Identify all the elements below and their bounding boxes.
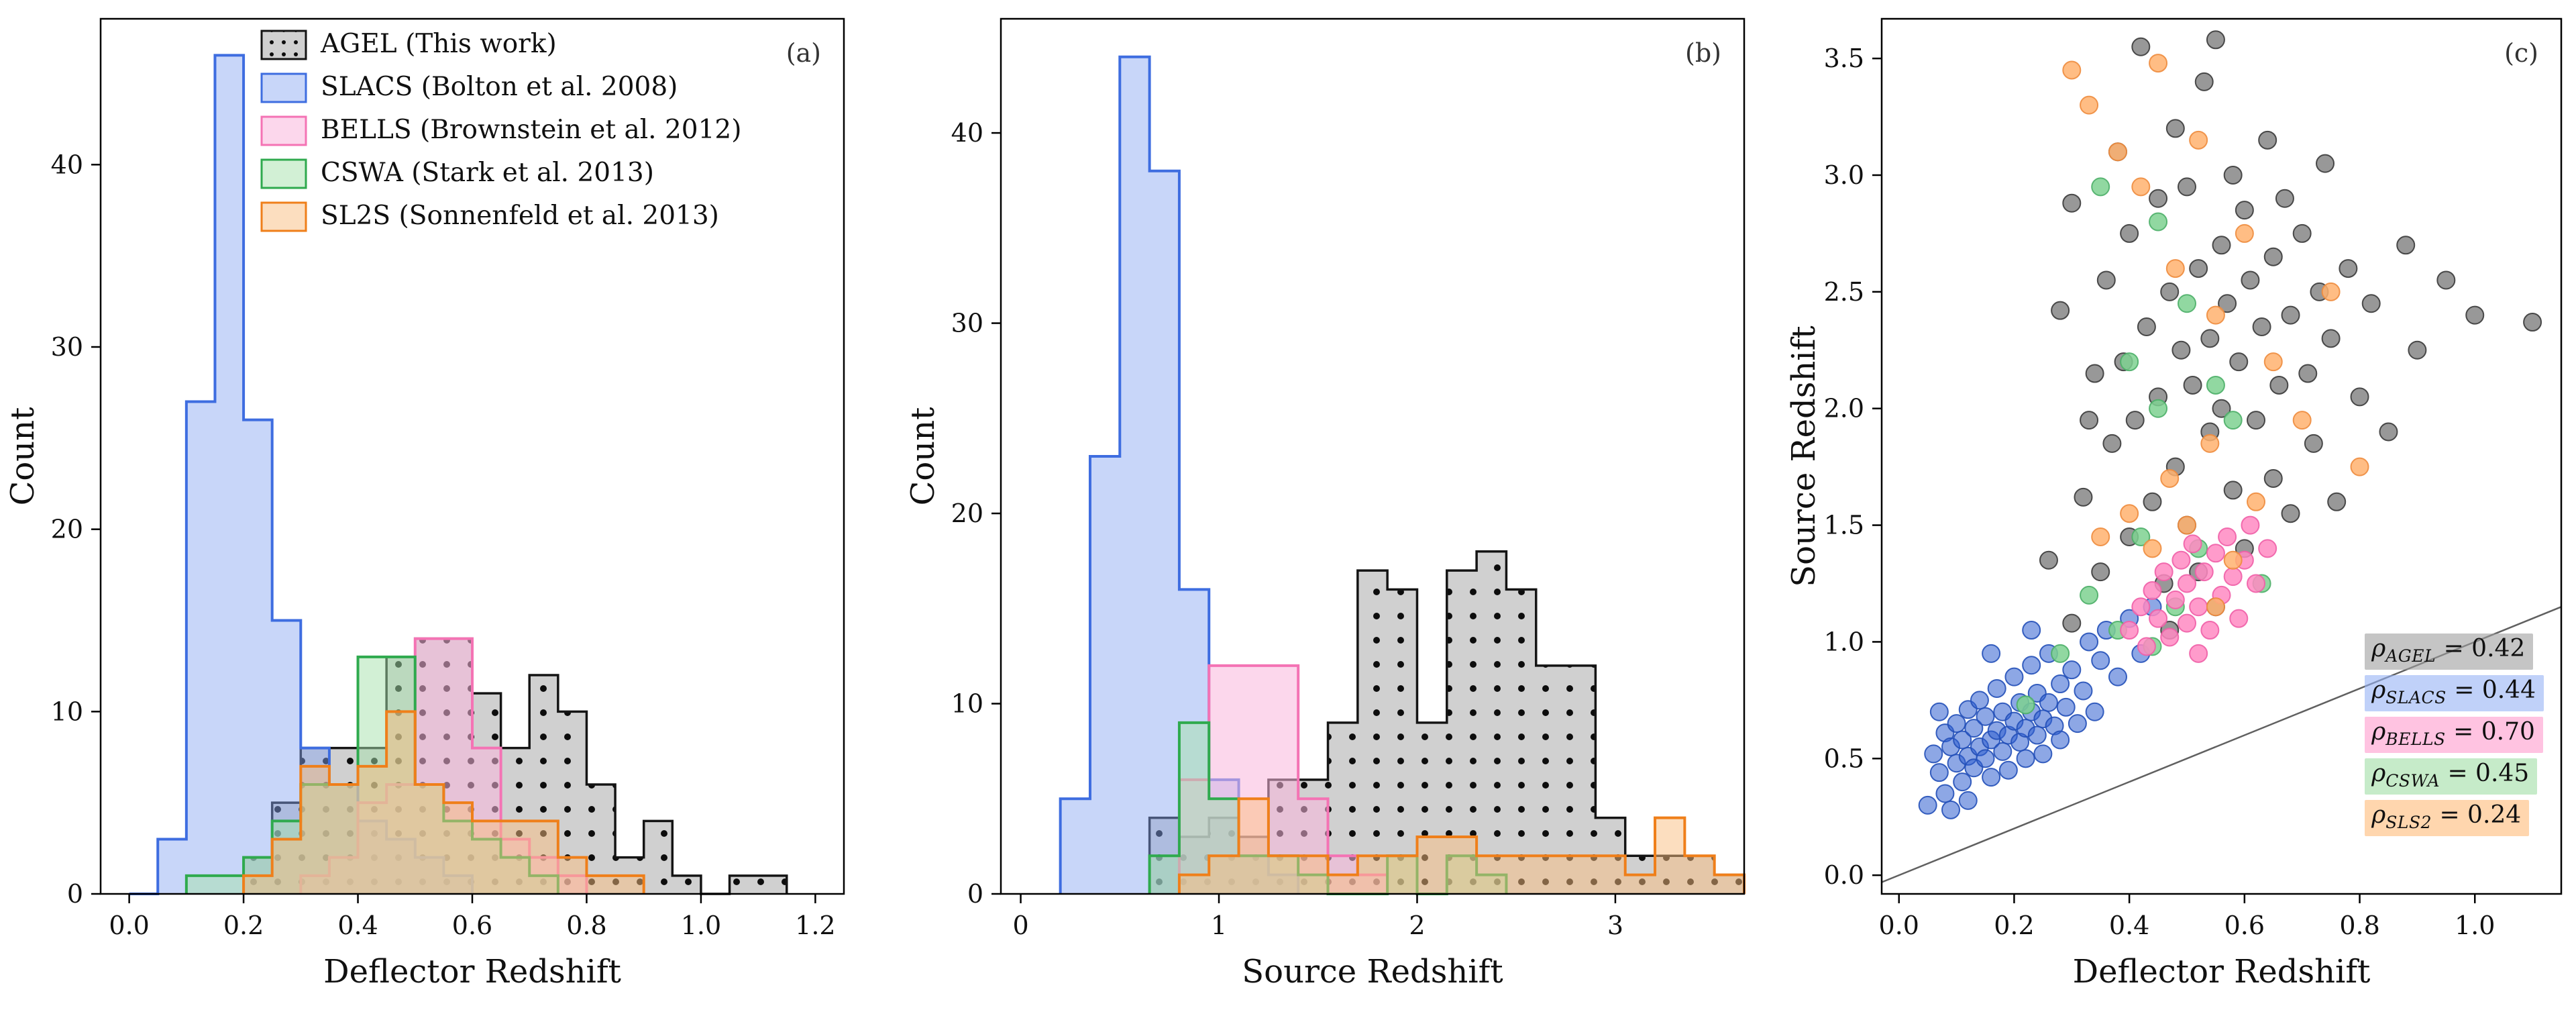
x-tick-label: 0.6 bbox=[2224, 911, 2265, 940]
y-tick-label: 20 bbox=[51, 515, 83, 544]
legend-swatch-BELLS bbox=[260, 115, 307, 146]
legend-label-AGEL: AGEL (This work) bbox=[320, 29, 557, 59]
x-tick-label: 0.2 bbox=[223, 911, 264, 940]
y-tick-label: 2.5 bbox=[1824, 277, 1864, 307]
legend-label-BELLS: BELLS (Brownstein et al. 2012) bbox=[321, 115, 741, 145]
x-tick-label: 0.6 bbox=[452, 911, 492, 940]
x-tick-label: 0.2 bbox=[1994, 911, 2034, 940]
y-tick-label: 2.0 bbox=[1824, 394, 1864, 423]
y-axis-label-b: Count bbox=[906, 407, 942, 506]
y-axis-label-a: Count bbox=[4, 407, 42, 506]
correlation-BELLS: ρBELLS = 0.70 bbox=[2365, 717, 2543, 754]
y-tick-label: 40 bbox=[951, 118, 983, 148]
y-tick-label: 3.0 bbox=[1824, 160, 1864, 190]
y-tick-label: 30 bbox=[51, 332, 83, 362]
x-tick-label: 0.0 bbox=[1879, 911, 1919, 940]
hist-fill-SL2S-b bbox=[1179, 799, 1744, 894]
x-tick-label: 0 bbox=[1012, 911, 1028, 940]
x-tick-label: 1.0 bbox=[2455, 911, 2495, 940]
correlation-coefficients-box: ρAGEL = 0.42 ρSLACS = 0.44 ρBELLS = 0.70 ρC… bbox=[2365, 634, 2544, 836]
correlation-SLS2: ρSLS2 = 0.24 bbox=[2365, 800, 2530, 836]
y-tick-label: 10 bbox=[51, 697, 83, 726]
x-tick-label: 0.8 bbox=[566, 911, 606, 940]
legend-swatch-AGEL bbox=[260, 30, 307, 60]
y-tick-label: 40 bbox=[51, 150, 83, 179]
scatter-points-BELLS bbox=[2120, 515, 2277, 663]
scatter-points-CSWA bbox=[2016, 177, 2271, 715]
panel-a-deflector-redshift-histogram: 0.0 0.2 0.4 0.6 0.8 1.0 1.2 0 10 20 30 40 Deflector … bbox=[4, 17, 845, 991]
y-tick-label: 1.5 bbox=[1824, 511, 1864, 540]
x-tick-label: 0.4 bbox=[2109, 911, 2149, 940]
panel-letter-c: (c) bbox=[2504, 38, 2538, 68]
legend-swatch-CSWA bbox=[260, 158, 307, 189]
y-tick-label: 10 bbox=[951, 689, 983, 719]
legend-label-CSWA: CSWA (Stark et al. 2013) bbox=[321, 158, 654, 188]
y-tick-label: 1.0 bbox=[1824, 627, 1864, 656]
x-tick-label: 3 bbox=[1607, 911, 1623, 940]
hist-outline-SL2S-a bbox=[242, 710, 645, 894]
legend-label-SLACS: SLACS (Bolton et al. 2008) bbox=[321, 72, 678, 102]
x-tick-label: 0.4 bbox=[337, 911, 378, 940]
legend-swatch-SLACS bbox=[260, 72, 307, 103]
y-axis-label-c: Source Redshift bbox=[1785, 325, 1823, 587]
x-tick-label: 0.8 bbox=[2339, 911, 2379, 940]
x-tick-label: 2 bbox=[1409, 911, 1425, 940]
scatter-points-SL2S bbox=[2062, 54, 2369, 617]
x-tick-label: 1.0 bbox=[681, 911, 721, 940]
legend-label-SL2S: SL2S (Sonnenfeld et al. 2013) bbox=[321, 201, 719, 231]
correlation-AGEL: ρAGEL = 0.42 bbox=[2365, 634, 2534, 670]
y-tick-label: 30 bbox=[951, 309, 983, 338]
plot-frame-c bbox=[1880, 17, 2563, 895]
x-axis-label-a: Deflector Redshift bbox=[323, 953, 621, 991]
y-tick-label: 0.5 bbox=[1824, 744, 1864, 773]
y-tick-label: 0 bbox=[967, 879, 983, 909]
scatter-points-AGEL bbox=[2039, 30, 2542, 640]
y-tick-label: 0.0 bbox=[1824, 860, 1864, 890]
panel-c-redshift-scatter: 0.0 0.2 0.4 0.6 0.8 1.0 0.0 0.5 1.0 1.5 2.0 2.5 3.0 3… bbox=[1785, 17, 2563, 991]
x-tick-label: 1.2 bbox=[795, 911, 835, 940]
panel-letter-a: (a) bbox=[786, 38, 821, 68]
y-tick-label: 3.5 bbox=[1824, 44, 1864, 73]
x-tick-label: 1 bbox=[1211, 911, 1227, 940]
scatter-points-SLACS bbox=[1918, 597, 2162, 819]
x-axis-label-b: Source Redshift bbox=[1242, 953, 1503, 991]
correlation-CSWA: ρCSWA = 0.45 bbox=[2365, 758, 2538, 795]
y-tick-label: 0 bbox=[67, 879, 83, 909]
x-tick-label: 0.0 bbox=[109, 911, 149, 940]
plot-frame-b bbox=[1000, 17, 1746, 895]
x-axis-label-c: Deflector Redshift bbox=[2073, 953, 2371, 991]
hist-outline-SL2S-b bbox=[1177, 797, 1746, 894]
legend-swatch-SL2S bbox=[260, 201, 307, 232]
correlation-SLACS: ρSLACS = 0.44 bbox=[2365, 675, 2544, 712]
panel-letter-b: (b) bbox=[1685, 38, 1721, 68]
y-tick-label: 20 bbox=[951, 499, 983, 528]
